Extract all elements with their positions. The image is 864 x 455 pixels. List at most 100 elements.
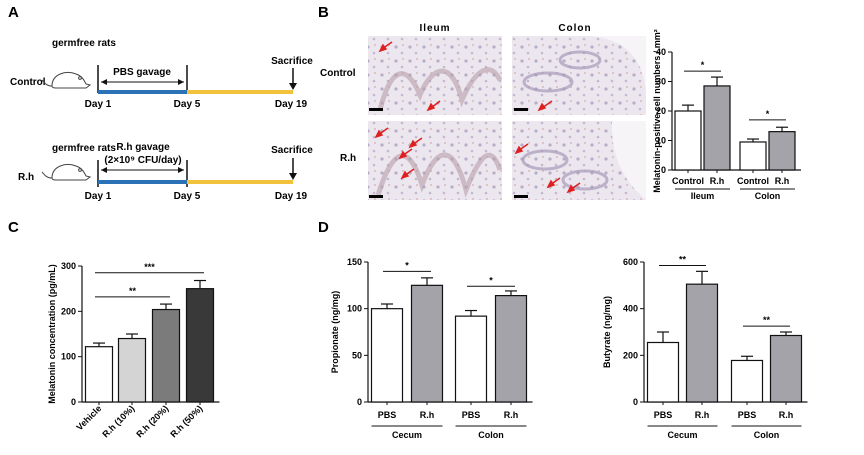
bar — [769, 334, 803, 403]
bar — [117, 337, 147, 403]
group-label: Ileum — [691, 191, 715, 201]
y-tick-label: 400 — [623, 304, 638, 314]
y-tick-label: 300 — [61, 261, 76, 271]
bar — [768, 131, 796, 171]
group-label: Colon — [478, 430, 504, 440]
red-arrow-icon — [537, 100, 553, 112]
micrograph-colon-rh — [512, 121, 646, 200]
y-axis-title: Butyrate (ng/mg) — [602, 296, 612, 368]
micrograph-grid: Ileum Colon Control R.h — [320, 23, 646, 200]
x-tick-label: R.h — [504, 410, 519, 420]
control-endpoint-label: Sacrifice — [271, 56, 313, 67]
y-tick-label: 0 — [661, 165, 666, 175]
chart-butyrate: 0 200 400 600 Butyrate (ng/mg) PBS R.h PBS R.h Ce… — [602, 255, 808, 440]
significance-label: * — [766, 109, 770, 119]
x-tick-label: R.h — [779, 410, 794, 420]
x-tick-label: R.h — [420, 410, 435, 420]
control-gavage-label: PBS gavage — [113, 67, 171, 78]
red-arrow-icon — [426, 100, 441, 112]
x-tick-label: R.h (50%) — [168, 403, 204, 439]
scale-bar — [514, 195, 528, 198]
significance-label: * — [489, 275, 493, 285]
rh-gavage-label: R.h gavage — [116, 142, 170, 153]
rh-subject-label: germfree rats — [52, 143, 116, 154]
bar — [151, 308, 181, 403]
x-tick-label: PBS — [462, 410, 481, 420]
bar — [494, 295, 528, 403]
bar — [410, 284, 444, 403]
rat-icon — [41, 72, 92, 89]
y-tick-label: 200 — [623, 350, 638, 360]
y-tick-label: 100 — [347, 304, 362, 314]
x-tick-label: R.h — [775, 176, 790, 186]
bar — [703, 85, 731, 171]
control-row-label: Control — [10, 77, 46, 88]
x-tick-label: PBS — [738, 410, 757, 420]
scale-bar — [369, 195, 383, 198]
micrograph-ileum-rh — [368, 121, 503, 200]
red-arrow-icon — [400, 168, 415, 180]
bar — [454, 315, 488, 403]
x-tick-label: R.h — [710, 176, 725, 186]
x-tick-label: PBS — [378, 410, 397, 420]
bar — [674, 110, 702, 171]
panel-letter-a: A — [8, 4, 19, 21]
panel-letter-c: C — [8, 219, 19, 236]
rat-icon — [41, 164, 92, 181]
control-day-end: Day 19 — [275, 99, 308, 110]
rh-row-label: R.h — [18, 172, 34, 183]
group-label: Colon — [754, 430, 780, 440]
scale-bar — [514, 108, 528, 111]
micrograph-ileum-control — [368, 36, 503, 115]
significance-label: ** — [679, 255, 687, 265]
red-arrow-icon — [566, 182, 581, 194]
x-tick-label: PBS — [654, 410, 673, 420]
y-axis-title: Melatonin-positive cell numbers / mm² — [652, 29, 662, 193]
x-tick-label: Control — [737, 176, 769, 186]
control-day-start: Day 1 — [85, 99, 112, 110]
y-tick-label: 0 — [357, 397, 362, 407]
y-tick-label: 600 — [623, 257, 638, 267]
y-tick-label: 200 — [61, 306, 76, 316]
y-tick-label: 10 — [656, 136, 666, 146]
y-tick-label: 50 — [352, 350, 362, 360]
bar — [685, 283, 719, 403]
control-day-mid: Day 5 — [174, 99, 201, 110]
row-header-rh: R.h — [340, 153, 356, 164]
y-tick-label: 0 — [71, 397, 76, 407]
bar — [646, 341, 680, 403]
column-header-colon: Colon — [558, 23, 591, 34]
red-arrow-icon — [546, 177, 561, 189]
bar — [730, 359, 764, 403]
significance-label: ** — [129, 286, 137, 296]
rh-day-mid: Day 5 — [174, 191, 201, 202]
bar — [370, 308, 404, 403]
y-tick-label: 0 — [633, 397, 638, 407]
x-tick-label: R.h (20%) — [134, 403, 170, 439]
red-arrow-icon — [374, 127, 389, 139]
red-arrow-markers — [374, 41, 581, 194]
scale-bar — [369, 108, 383, 111]
panel-letter-d: D — [318, 219, 329, 236]
bar — [739, 141, 767, 171]
y-tick-label: 30 — [656, 77, 666, 87]
red-arrow-icon — [398, 148, 413, 160]
y-tick-label: 40 — [656, 47, 666, 57]
y-tick-label: 150 — [347, 257, 362, 267]
x-tick-label: R.h (10%) — [100, 403, 136, 439]
group-label: Cecum — [392, 430, 422, 440]
red-arrow-icon — [378, 41, 393, 53]
sacrifice-arrow-head — [289, 173, 297, 180]
y-axis-title: Melatonin concentration (pg/mL) — [47, 264, 57, 404]
row-header-control: Control — [320, 68, 356, 79]
control-subject-label: germfree rats — [52, 38, 116, 49]
x-tick-label: Vehicle — [74, 403, 103, 432]
chart-melatonin-concentration: 0 100 200 300 Melatonin concentration (pg/mL… — [47, 261, 220, 439]
y-axis-title: Propionate (ng/mg) — [330, 291, 340, 374]
timeline-rh: germfree rats R.h R.h gavage (2×10⁹ CFU/… — [18, 142, 313, 202]
group-label: Colon — [755, 191, 781, 201]
red-arrow-icon — [514, 143, 529, 155]
red-arrow-icon — [408, 137, 423, 149]
